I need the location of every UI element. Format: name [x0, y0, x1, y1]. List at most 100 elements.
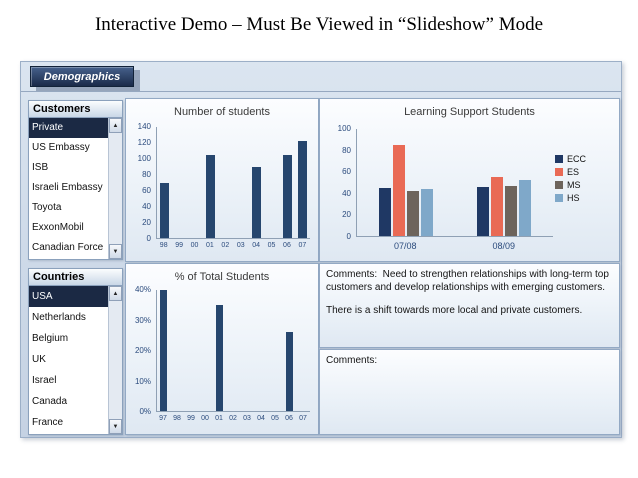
bar — [477, 186, 489, 236]
bar — [216, 305, 224, 411]
x-tick-label: 99 — [175, 242, 183, 249]
y-tick-label: 20 — [342, 210, 351, 220]
bar-slot — [188, 127, 203, 238]
x-tick-label: 04 — [252, 242, 261, 249]
countries-listbox: Countries USA Netherlands Belgium UK Israel C… — [28, 268, 123, 435]
comments-paragraph: Comments: Need to strengthen relationshi… — [326, 269, 612, 293]
list-item[interactable]: Netherlands — [32, 312, 86, 323]
y-tick-label: 80 — [142, 170, 151, 180]
chart-title: Learning Support Students — [404, 106, 535, 118]
bar-slot — [296, 290, 310, 411]
tab-demographics[interactable]: Demographics — [30, 66, 134, 87]
y-tick-label: 60 — [142, 186, 151, 195]
scroll-down-icon[interactable]: ▼ — [109, 244, 122, 259]
list-item[interactable]: Canadian Force — [32, 242, 104, 253]
scroll-down-icon[interactable]: ▼ — [109, 419, 122, 434]
slide-title: Interactive Demo – Must Be Viewed in “Sl… — [94, 14, 544, 35]
bar — [393, 145, 405, 236]
bar-chart: 0% 10% 20% 30% 40% 97 98 99 00 01 02 03 04 05 06 07 — [128, 285, 310, 426]
y-tick-label: 120 — [137, 138, 151, 147]
bar — [421, 188, 433, 236]
legend-label: ECC — [567, 154, 587, 164]
y-tick-label: 60 — [342, 167, 351, 177]
bar — [297, 141, 307, 238]
x-tick-label: 07 — [299, 415, 307, 422]
legend-label: ES — [567, 167, 580, 177]
x-tick-label: 07 — [298, 242, 307, 249]
y-tick-label: 80 — [342, 145, 351, 155]
comments-box-2: Comments: — [319, 349, 620, 435]
comments-box-1: Comments: Need to strengthen relationshi… — [319, 263, 620, 348]
grouped-bar-chart: 0 20 40 60 80 100 07/08 08/09 — [328, 124, 553, 251]
y-tick-label: 20 — [142, 218, 151, 228]
y-tick-label: 40 — [142, 202, 151, 212]
bar-slot — [157, 290, 171, 411]
list-item[interactable]: Private — [29, 118, 122, 138]
x-tick-label: 00 — [190, 242, 199, 249]
y-tick-label: 100 — [337, 124, 351, 133]
y-axis: 0% 10% 20% 30% 40% — [128, 285, 156, 416]
x-tick-label: 03 — [236, 242, 245, 249]
x-tick-label: 05 — [267, 242, 276, 249]
list-item[interactable]: USA — [29, 286, 122, 307]
customers-header: Customers — [29, 101, 122, 118]
bar — [160, 290, 168, 411]
scroll-up-icon[interactable]: ▲ — [109, 118, 122, 133]
x-tick-label: 99 — [187, 415, 195, 422]
list-item[interactable]: Canada — [32, 396, 68, 407]
y-tick-label: 10% — [134, 376, 151, 386]
chart-learning-support-students: Learning Support Students 0 20 40 60 80 100 0… — [319, 98, 620, 262]
x-tick-label: 98 — [173, 415, 181, 422]
bar — [519, 180, 531, 236]
bar-slot — [249, 127, 264, 238]
x-tick-label: 07/08 — [393, 241, 417, 251]
y-tick-label: 0% — [139, 407, 151, 416]
bar-slot — [268, 290, 282, 411]
y-tick-label: 0 — [146, 234, 151, 243]
legend-item: MS — [555, 180, 609, 190]
bar-slot — [172, 127, 187, 238]
bar — [285, 332, 293, 411]
bar-slot — [254, 290, 268, 411]
countries-list[interactable]: USA Netherlands Belgium UK Israel Canada Franc… — [29, 286, 122, 434]
legend-item: ES — [555, 167, 609, 177]
x-tick-label: 05 — [271, 415, 279, 422]
plot-area — [156, 290, 310, 412]
y-tick-label: 0 — [346, 232, 351, 241]
scroll-up-icon[interactable]: ▲ — [109, 286, 122, 301]
list-item[interactable]: France — [32, 417, 64, 428]
legend-item: ECC — [555, 154, 609, 164]
legend-swatch-icon — [555, 155, 563, 163]
comments-paragraph: There is a shift towards more local and … — [326, 305, 583, 316]
legend-swatch-icon — [555, 168, 563, 176]
x-tick-label: 04 — [257, 415, 265, 422]
x-tick-label: 01 — [206, 242, 214, 249]
list-item[interactable]: Toyota — [32, 202, 62, 213]
scrollbar[interactable]: ▲ ▼ — [108, 286, 122, 434]
list-item[interactable]: Belgium — [32, 333, 69, 344]
list-item[interactable]: Israel — [32, 375, 57, 386]
tab-row-divider — [21, 91, 621, 92]
countries-header: Countries — [29, 269, 122, 286]
bar-slot — [264, 127, 279, 238]
list-item[interactable]: US Embassy — [32, 142, 90, 153]
list-item[interactable]: ISB — [32, 162, 49, 173]
bar-chart: 0 20 40 60 80 100 120 140 98 99 00 01 02 03 04 05 06 07 — [128, 122, 310, 253]
bar-slot — [199, 290, 213, 411]
bar-slot — [279, 127, 294, 238]
scrollbar[interactable]: ▲ ▼ — [108, 118, 122, 259]
plot-area — [356, 129, 553, 237]
bar — [505, 185, 517, 236]
x-tick-label: 02 — [229, 415, 237, 422]
legend-swatch-icon — [555, 194, 563, 202]
bar — [379, 187, 391, 236]
legend-swatch-icon — [555, 181, 563, 189]
list-item[interactable]: UK — [32, 354, 46, 365]
list-item[interactable]: Israeli Embassy — [32, 182, 103, 193]
dashboard: Demographics Customers Private US Embassy… — [20, 61, 622, 438]
y-tick-label: 30% — [134, 315, 151, 325]
customers-list[interactable]: Private US Embassy ISB Israeli Embassy Toyot… — [29, 118, 122, 259]
bar-slot — [295, 127, 310, 238]
list-item[interactable]: ExxonMobil — [32, 222, 84, 233]
